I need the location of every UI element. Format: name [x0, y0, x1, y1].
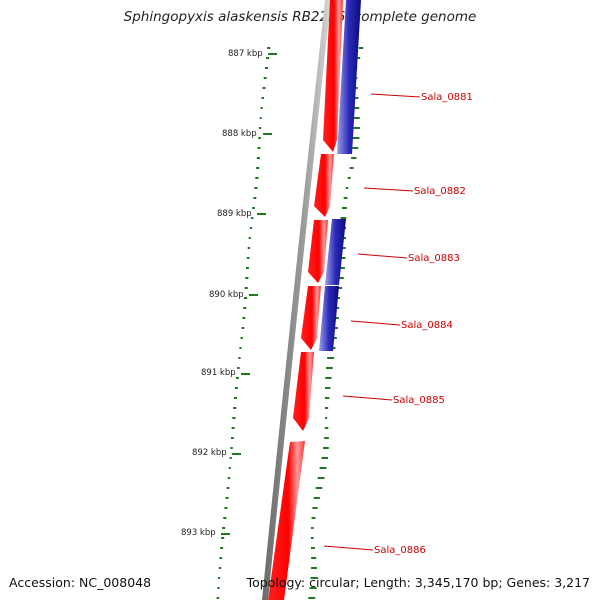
- label-leader: [323, 545, 374, 551]
- kbp-tick-label: 889 kbp: [217, 209, 252, 219]
- gene-arrow-sala-0883: [308, 220, 328, 283]
- gene-label-sala-0886: Sala_0886: [374, 545, 426, 556]
- gene-arrow-sala-0885: [293, 352, 314, 431]
- gene-arrow-sala-0886: [268, 441, 305, 600]
- kbp-scale: 887 kbp 888 kbp 889 kbp 890 kbp 891 kbp …: [181, 49, 277, 538]
- gene-arrow-sala-0884: [301, 286, 321, 350]
- gene-label-sala-0884: Sala_0884: [401, 320, 453, 331]
- accession-label: Accession: NC_008048: [9, 575, 152, 590]
- label-leader: [342, 395, 393, 401]
- label-leader: [357, 253, 408, 259]
- gene-label-sala-0881: Sala_0881: [421, 92, 473, 103]
- gene-label-sala-0883: Sala_0883: [408, 253, 460, 264]
- forward-strand-track: [268, 0, 343, 600]
- kbp-tick-label: 892 kbp: [192, 448, 227, 458]
- kbp-tick-label: 891 kbp: [201, 368, 236, 378]
- genome-backbone: [262, 0, 331, 600]
- label-leader: [363, 187, 414, 192]
- gene-arrow-sala-0882: [314, 154, 334, 217]
- label-leader: [370, 93, 421, 98]
- gene-arrow-sala-0881: [323, 0, 343, 152]
- map-title: Sphingopyxis alaskensis RB2256, complete…: [123, 9, 477, 25]
- gene-label-sala-0885: Sala_0885: [393, 395, 445, 406]
- label-leader: [350, 320, 401, 326]
- gene-block-sala-0883-reverse: [325, 219, 346, 285]
- kbp-tick-label: 890 kbp: [209, 290, 244, 300]
- kbp-tick-label: 887 kbp: [228, 49, 263, 59]
- kbp-tick-label: 893 kbp: [181, 528, 216, 538]
- reverse-strand-track: [319, 0, 361, 351]
- gc-track-left: [216, 47, 271, 599]
- gene-block-sala-0884-reverse: [319, 286, 339, 351]
- gene-block-sala-0881-reverse: [337, 0, 361, 154]
- topology-label: Topology: circular; Length: 3,345,170 bp…: [246, 575, 590, 590]
- kbp-tick-label: 888 kbp: [222, 129, 257, 139]
- gene-label-sala-0882: Sala_0882: [414, 186, 466, 197]
- gene-labels: Sala_0881 Sala_0882 Sala_0883 Sala_0884 …: [323, 92, 473, 556]
